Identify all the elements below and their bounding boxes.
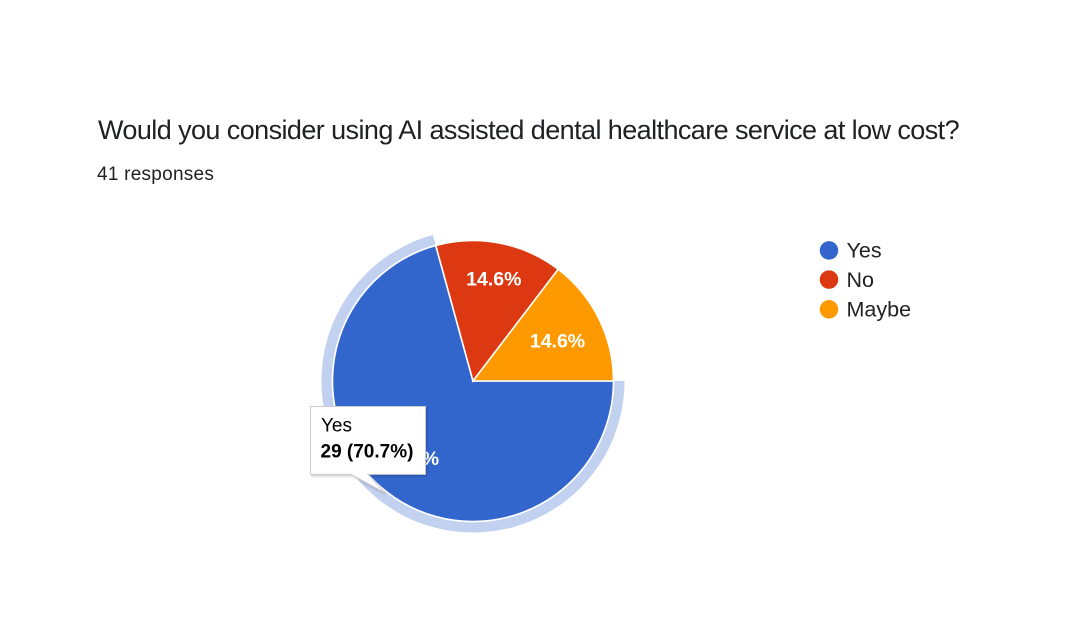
svg-text:14.6%: 14.6% bbox=[466, 268, 521, 290]
svg-text:Maybe: Maybe bbox=[847, 298, 912, 322]
svg-text:14.6%: 14.6% bbox=[530, 331, 585, 353]
svg-text:29 (70.7%): 29 (70.7%) bbox=[321, 442, 414, 463]
svg-text:Yes: Yes bbox=[321, 415, 352, 436]
svg-text:No: No bbox=[847, 268, 875, 292]
svg-text:Yes: Yes bbox=[847, 239, 882, 263]
